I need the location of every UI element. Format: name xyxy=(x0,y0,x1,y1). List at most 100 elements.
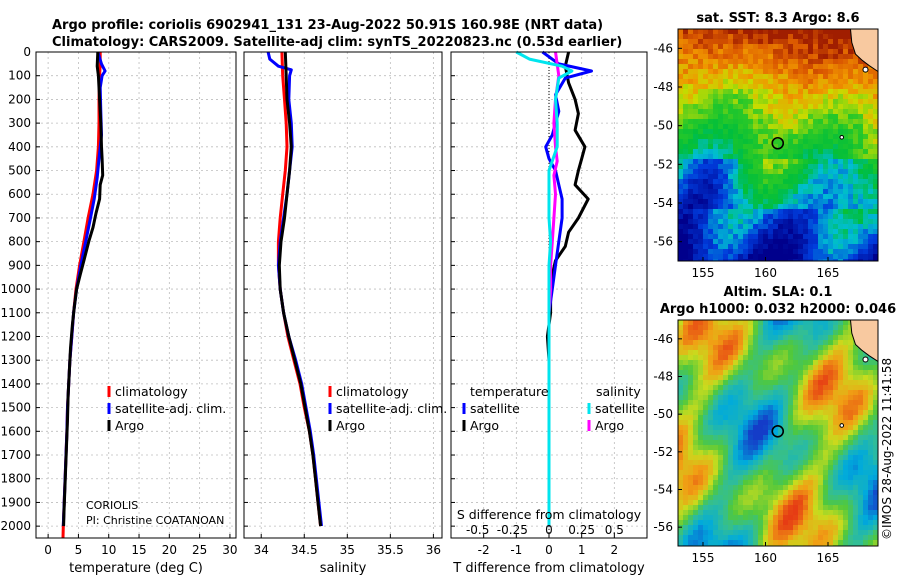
map-cell xyxy=(838,340,843,345)
map-cell xyxy=(763,124,768,129)
map-cell xyxy=(868,234,873,239)
map-cell xyxy=(698,109,703,114)
map-cell xyxy=(828,380,833,385)
map-cell xyxy=(698,375,703,380)
map-cell xyxy=(848,144,853,149)
map-cell xyxy=(688,420,693,425)
map-cell xyxy=(823,350,828,355)
map-cell xyxy=(723,169,728,174)
map-cell xyxy=(803,39,808,44)
map-cell xyxy=(848,365,853,370)
map-cell xyxy=(818,345,823,350)
map-cell xyxy=(763,500,768,505)
map-cell xyxy=(798,475,803,480)
map-cell xyxy=(728,59,733,64)
map-cell xyxy=(683,530,688,535)
map-cell xyxy=(863,159,868,164)
map-cell xyxy=(858,540,863,545)
map-cell xyxy=(753,390,758,395)
map-cell xyxy=(683,350,688,355)
map-cell xyxy=(743,99,748,104)
map-cell xyxy=(843,435,848,440)
map-cell xyxy=(808,525,813,530)
map-cell xyxy=(828,204,833,209)
map-cell xyxy=(838,229,843,234)
map-cell xyxy=(808,390,813,395)
map-cell xyxy=(853,490,858,495)
map-cell xyxy=(723,540,728,545)
map-cell xyxy=(868,525,873,530)
map-cell xyxy=(788,385,793,390)
map-cell xyxy=(773,219,778,224)
map-cell xyxy=(718,325,723,330)
map-cell xyxy=(753,490,758,495)
map-cell xyxy=(823,89,828,94)
map-cell xyxy=(678,199,683,204)
map-cell xyxy=(848,375,853,380)
map-cell xyxy=(838,149,843,154)
map-cell xyxy=(683,335,688,340)
map-cell xyxy=(718,204,723,209)
map-cell xyxy=(703,34,708,39)
map-cell xyxy=(808,149,813,154)
map-cell xyxy=(838,535,843,540)
map-cell xyxy=(798,375,803,380)
map-cell xyxy=(738,505,743,510)
legend-label: Argo xyxy=(336,418,365,433)
map-cell xyxy=(748,199,753,204)
map-cell xyxy=(753,64,758,69)
map-cell xyxy=(708,134,713,139)
map-cell xyxy=(793,385,798,390)
map-cell xyxy=(808,320,813,325)
map-cell xyxy=(733,169,738,174)
map-cell xyxy=(743,350,748,355)
map-cell xyxy=(728,375,733,380)
map-cell xyxy=(748,515,753,520)
map-cell xyxy=(688,495,693,500)
map-cell xyxy=(798,74,803,79)
map-cell xyxy=(763,510,768,515)
map-cell xyxy=(783,34,788,39)
map-cell xyxy=(768,535,773,540)
map-cell xyxy=(873,385,878,390)
map-cell xyxy=(793,460,798,465)
map-cell xyxy=(833,385,838,390)
series-line-argo xyxy=(62,51,105,527)
map-cell xyxy=(688,345,693,350)
map-cell xyxy=(863,254,868,259)
map-cell xyxy=(728,350,733,355)
map-cell xyxy=(818,375,823,380)
map-cell xyxy=(703,510,708,515)
map-cell xyxy=(763,445,768,450)
map-cell xyxy=(853,204,858,209)
map-cell xyxy=(863,104,868,109)
map-cell xyxy=(703,340,708,345)
map-cell xyxy=(693,350,698,355)
map-cell xyxy=(843,520,848,525)
map-cell xyxy=(753,139,758,144)
map-cell xyxy=(698,164,703,169)
map-cell xyxy=(873,209,878,214)
map-cell xyxy=(788,214,793,219)
map-cell xyxy=(718,500,723,505)
map-cell xyxy=(813,320,818,325)
map-cell xyxy=(868,129,873,134)
map-cell xyxy=(853,425,858,430)
map-cell xyxy=(708,430,713,435)
map-cell xyxy=(753,440,758,445)
map-cell xyxy=(753,365,758,370)
map-cell xyxy=(813,465,818,470)
map-cell xyxy=(758,500,763,505)
map-cell xyxy=(688,254,693,259)
map-cell xyxy=(828,515,833,520)
map-cell xyxy=(828,219,833,224)
map-cell xyxy=(758,99,763,104)
map-cell xyxy=(793,29,798,34)
map-cell xyxy=(843,99,848,104)
map-cell xyxy=(828,390,833,395)
map-cell xyxy=(698,49,703,54)
map-cell xyxy=(868,134,873,139)
map-cell xyxy=(718,425,723,430)
map-cell xyxy=(793,480,798,485)
map-cell xyxy=(708,470,713,475)
